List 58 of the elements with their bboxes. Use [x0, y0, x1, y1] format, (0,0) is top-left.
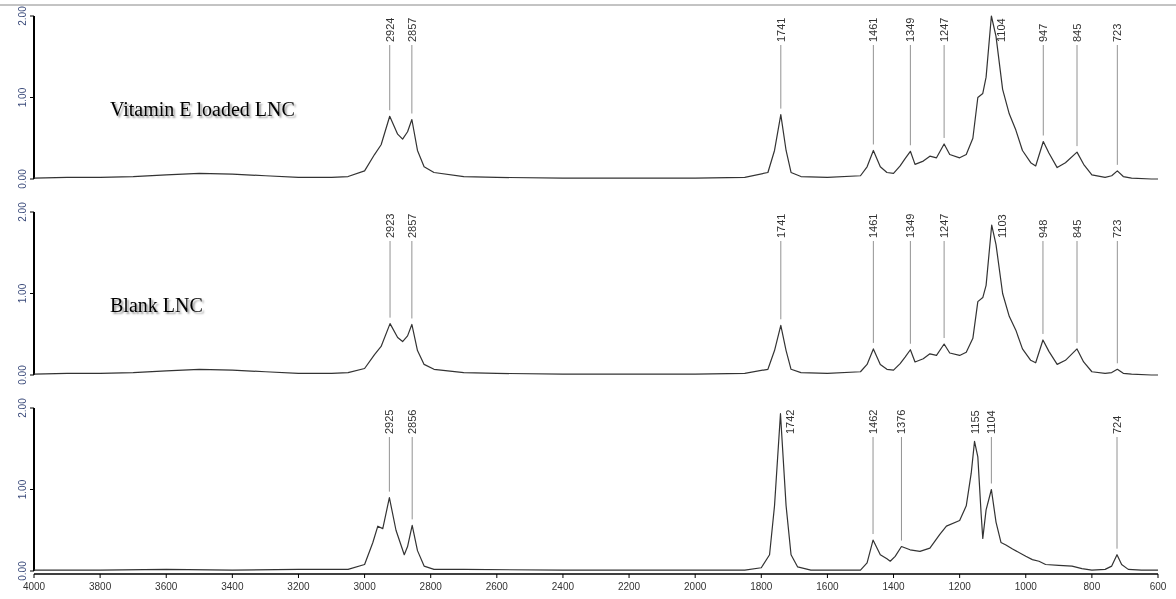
x-tick-label: 3800 — [88, 581, 112, 592]
text: Blank LNC — [110, 294, 203, 316]
annotation: 2856 — [406, 409, 419, 434]
line-series — [33, 15, 1159, 180]
x-tick-label: 1000 — [1014, 581, 1038, 592]
y-tick-label: 0.00 — [17, 560, 28, 581]
annotation: 2924 — [383, 17, 396, 42]
annotation: 948 — [1036, 219, 1049, 238]
x-tick-label: 2400 — [551, 581, 575, 592]
annotation: 1104 — [985, 410, 998, 434]
y-tick-label: 1.00 — [17, 87, 28, 108]
y-tick-label: 2.00 — [17, 5, 28, 26]
annotation: 845 — [1071, 219, 1084, 238]
y-tick-label: 1.00 — [17, 479, 28, 500]
annotation: 947 — [1037, 23, 1050, 42]
annotation: 1247 — [938, 213, 951, 238]
x-tick-label: 1600 — [816, 581, 839, 592]
annotation: 2925 — [383, 409, 396, 434]
x-tick-label: 2800 — [419, 581, 443, 592]
x-tick-label: 1200 — [948, 581, 972, 592]
annotation: 1461 — [867, 17, 880, 42]
annotation: 845 — [1071, 23, 1084, 42]
x-tick-label: 2000 — [684, 581, 707, 592]
x-tick-label: 600 — [1149, 581, 1167, 592]
annotation: 1741 — [774, 17, 787, 42]
annotation: 1742 — [784, 409, 797, 434]
annotation: 1155 — [968, 410, 981, 434]
annotation: 724 — [1111, 415, 1124, 434]
annotation: 1462 — [867, 409, 880, 434]
annotation: 1349 — [904, 213, 917, 238]
x-tick-label: 4000 — [22, 581, 46, 592]
y-tick-label: 0.00 — [17, 168, 28, 189]
annotation: 2923 — [384, 213, 397, 238]
annotation: 1349 — [904, 17, 917, 42]
text: Vitamin E loaded LNC — [110, 98, 295, 120]
annotation: 1461 — [867, 213, 880, 238]
y-tick-label: 1.00 — [17, 283, 28, 304]
annotation: 1376 — [895, 409, 908, 434]
y-tick-label: 0.00 — [17, 364, 28, 385]
x-tick-label: 3400 — [221, 581, 244, 592]
annotation: 1247 — [938, 17, 951, 42]
x-tick-label: 800 — [1083, 581, 1101, 592]
x-tick-label: 2200 — [617, 581, 641, 592]
x-tick-label: 1800 — [750, 581, 773, 592]
annotation: 1104 — [995, 18, 1008, 42]
annotation: 2857 — [405, 213, 418, 238]
annotation: 2857 — [405, 17, 418, 42]
annotation: 723 — [1111, 219, 1124, 238]
y-tick-label: 2.00 — [17, 201, 28, 222]
annotation: 1741 — [774, 213, 787, 238]
x-tick-label: 3200 — [287, 581, 311, 592]
annotation: 1103 — [995, 214, 1008, 238]
x-tick-label: 3000 — [353, 581, 377, 592]
x-tick-label: 1400 — [882, 581, 906, 592]
x-tick-label: 2600 — [485, 581, 509, 592]
x-tick-label: 3600 — [155, 581, 178, 592]
annotation: 723 — [1111, 23, 1124, 42]
y-tick-label: 2.00 — [17, 397, 28, 418]
